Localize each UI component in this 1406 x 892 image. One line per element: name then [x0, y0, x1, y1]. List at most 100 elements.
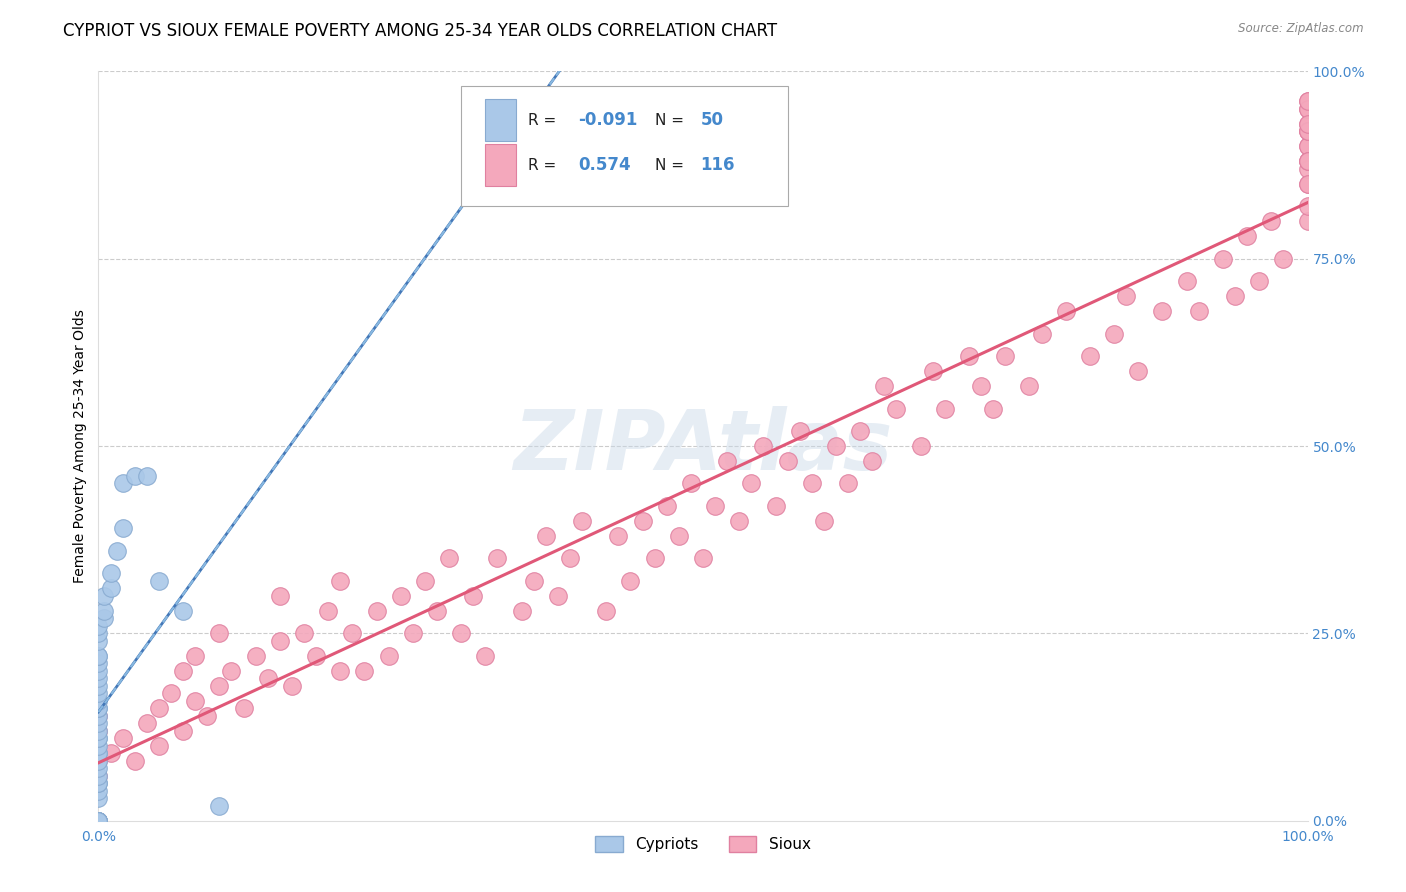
Point — [849, 424, 872, 438]
Point — [87, 671, 110, 685]
Point — [692, 551, 714, 566]
Point — [1296, 124, 1319, 138]
Point — [87, 701, 110, 715]
Point — [728, 514, 751, 528]
Point — [232, 701, 254, 715]
Point — [87, 754, 110, 768]
Point — [752, 439, 775, 453]
Legend: Cypriots, Sioux: Cypriots, Sioux — [589, 830, 817, 858]
Y-axis label: Female Poverty Among 25-34 Year Olds: Female Poverty Among 25-34 Year Olds — [73, 309, 87, 583]
Point — [87, 814, 110, 828]
Point — [87, 626, 110, 640]
Point — [305, 648, 328, 663]
Point — [111, 731, 134, 746]
Point — [1175, 274, 1198, 288]
Point — [87, 814, 110, 828]
Text: N =: N = — [655, 158, 689, 172]
Point — [1296, 124, 1319, 138]
Point — [111, 476, 134, 491]
Point — [377, 648, 399, 663]
Point — [329, 664, 352, 678]
Text: -0.091: -0.091 — [578, 112, 638, 129]
Point — [87, 723, 110, 738]
Point — [208, 626, 231, 640]
Point — [595, 604, 617, 618]
Point — [631, 514, 654, 528]
Point — [1296, 95, 1319, 109]
Point — [765, 499, 787, 513]
Point — [1296, 102, 1319, 116]
Point — [329, 574, 352, 588]
Point — [1212, 252, 1234, 266]
Point — [534, 529, 557, 543]
Point — [87, 708, 110, 723]
Point — [1296, 154, 1319, 169]
Point — [105, 544, 128, 558]
Point — [93, 589, 115, 603]
Point — [184, 648, 207, 663]
Point — [776, 454, 799, 468]
Point — [486, 551, 509, 566]
Point — [184, 694, 207, 708]
Point — [1296, 177, 1319, 191]
Text: 0.574: 0.574 — [578, 156, 631, 174]
Point — [148, 739, 170, 753]
Point — [269, 633, 291, 648]
Point — [87, 648, 110, 663]
Point — [389, 589, 412, 603]
Point — [87, 746, 110, 760]
Point — [523, 574, 546, 588]
Point — [1296, 102, 1319, 116]
Point — [292, 626, 315, 640]
Point — [825, 439, 848, 453]
Point — [100, 582, 122, 596]
Point — [208, 679, 231, 693]
Point — [1152, 304, 1174, 318]
Point — [1128, 364, 1150, 378]
Point — [366, 604, 388, 618]
Point — [644, 551, 666, 566]
Point — [87, 761, 110, 775]
Point — [256, 671, 278, 685]
Point — [87, 791, 110, 805]
Point — [87, 814, 110, 828]
Text: R =: R = — [527, 112, 561, 128]
Point — [1260, 214, 1282, 228]
Point — [619, 574, 641, 588]
Point — [1078, 349, 1101, 363]
Point — [245, 648, 267, 663]
Point — [87, 754, 110, 768]
Point — [679, 476, 702, 491]
Bar — [485, 99, 516, 141]
Point — [172, 723, 194, 738]
Point — [1188, 304, 1211, 318]
Point — [1102, 326, 1125, 341]
Point — [800, 476, 823, 491]
Point — [1296, 154, 1319, 169]
Point — [87, 776, 110, 790]
Point — [160, 686, 183, 700]
Point — [1115, 289, 1137, 303]
Point — [813, 514, 835, 528]
Point — [316, 604, 339, 618]
Point — [957, 349, 980, 363]
Point — [994, 349, 1017, 363]
Point — [87, 716, 110, 731]
Point — [510, 604, 533, 618]
Point — [668, 529, 690, 543]
Point — [87, 679, 110, 693]
Point — [87, 814, 110, 828]
Point — [87, 633, 110, 648]
Point — [1223, 289, 1246, 303]
Point — [837, 476, 859, 491]
Point — [172, 664, 194, 678]
Point — [789, 424, 811, 438]
Point — [87, 731, 110, 746]
Point — [124, 754, 146, 768]
Point — [1296, 199, 1319, 213]
Point — [269, 589, 291, 603]
Point — [970, 379, 993, 393]
Point — [1296, 214, 1319, 228]
Point — [353, 664, 375, 678]
Point — [1296, 117, 1319, 131]
